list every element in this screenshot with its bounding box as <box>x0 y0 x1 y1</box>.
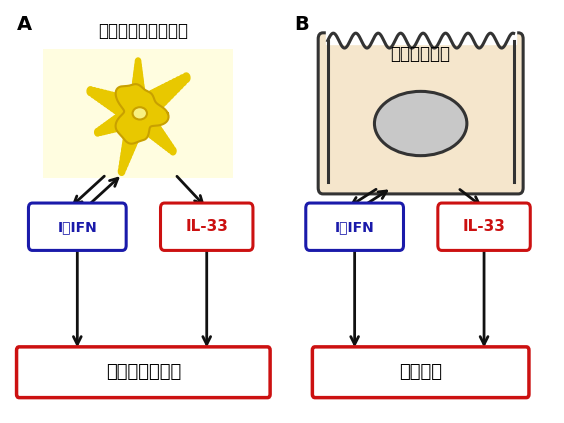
FancyBboxPatch shape <box>161 203 253 250</box>
FancyBboxPatch shape <box>438 203 530 250</box>
Text: 自己免疫性膚炎: 自己免疫性膚炎 <box>105 363 181 381</box>
Text: B: B <box>294 15 309 34</box>
Ellipse shape <box>183 73 190 82</box>
Ellipse shape <box>119 96 138 121</box>
Ellipse shape <box>121 148 131 162</box>
Text: IL-33: IL-33 <box>186 219 228 234</box>
Ellipse shape <box>111 115 124 131</box>
Polygon shape <box>116 84 169 144</box>
Text: A: A <box>16 15 32 34</box>
Ellipse shape <box>143 118 158 137</box>
Ellipse shape <box>167 144 174 153</box>
Ellipse shape <box>149 124 162 141</box>
Ellipse shape <box>162 82 175 99</box>
FancyBboxPatch shape <box>16 347 270 398</box>
Ellipse shape <box>174 77 184 89</box>
Ellipse shape <box>102 91 114 107</box>
Ellipse shape <box>104 92 118 110</box>
Ellipse shape <box>170 147 176 155</box>
Ellipse shape <box>152 127 164 143</box>
Ellipse shape <box>138 111 155 133</box>
Ellipse shape <box>122 138 135 154</box>
Ellipse shape <box>130 91 146 110</box>
Ellipse shape <box>153 86 169 106</box>
Ellipse shape <box>95 129 100 136</box>
Ellipse shape <box>133 73 143 85</box>
Ellipse shape <box>164 140 172 151</box>
Ellipse shape <box>134 67 142 77</box>
Ellipse shape <box>104 121 114 133</box>
Ellipse shape <box>135 58 141 65</box>
Ellipse shape <box>131 88 145 106</box>
Ellipse shape <box>133 107 147 120</box>
FancyBboxPatch shape <box>312 347 529 398</box>
Ellipse shape <box>166 80 178 96</box>
Text: I型IFN: I型IFN <box>58 220 97 234</box>
FancyBboxPatch shape <box>28 203 126 250</box>
Text: 慢性膚炎: 慢性膚炎 <box>399 363 442 381</box>
Ellipse shape <box>110 94 126 114</box>
Ellipse shape <box>134 70 143 81</box>
Text: I型IFN: I型IFN <box>335 220 374 234</box>
Ellipse shape <box>126 114 143 137</box>
Text: 形質細胞様樹状細胞: 形質細胞様樹状細胞 <box>98 22 188 40</box>
Ellipse shape <box>118 167 125 176</box>
Ellipse shape <box>120 153 130 165</box>
Ellipse shape <box>157 84 172 103</box>
Ellipse shape <box>87 87 94 96</box>
Ellipse shape <box>133 79 144 93</box>
Ellipse shape <box>99 125 107 135</box>
Ellipse shape <box>134 64 142 73</box>
Ellipse shape <box>140 114 156 135</box>
Ellipse shape <box>141 92 160 117</box>
Ellipse shape <box>124 129 138 148</box>
Ellipse shape <box>146 121 160 139</box>
Ellipse shape <box>120 107 136 129</box>
Ellipse shape <box>93 88 102 100</box>
Ellipse shape <box>125 119 142 141</box>
Ellipse shape <box>145 90 163 113</box>
Ellipse shape <box>135 61 141 69</box>
Ellipse shape <box>99 91 110 105</box>
FancyBboxPatch shape <box>43 49 233 178</box>
Ellipse shape <box>124 124 140 144</box>
Ellipse shape <box>161 137 170 149</box>
Ellipse shape <box>374 91 467 156</box>
Ellipse shape <box>170 79 181 93</box>
Ellipse shape <box>178 75 187 86</box>
Ellipse shape <box>102 123 111 134</box>
Ellipse shape <box>131 85 145 102</box>
Polygon shape <box>325 19 515 44</box>
Ellipse shape <box>116 96 134 119</box>
Ellipse shape <box>107 93 122 112</box>
Ellipse shape <box>158 134 168 147</box>
Ellipse shape <box>96 89 106 103</box>
Ellipse shape <box>155 131 166 145</box>
Ellipse shape <box>122 143 133 158</box>
Ellipse shape <box>108 117 120 132</box>
Ellipse shape <box>118 109 133 129</box>
Ellipse shape <box>97 126 104 135</box>
Ellipse shape <box>113 95 130 116</box>
Text: 膚臓腕房細胞: 膚臓腕房細胞 <box>391 45 451 63</box>
Text: IL-33: IL-33 <box>462 219 505 234</box>
Ellipse shape <box>106 119 117 132</box>
FancyBboxPatch shape <box>306 203 403 250</box>
Ellipse shape <box>90 88 98 98</box>
Ellipse shape <box>119 162 126 172</box>
Ellipse shape <box>113 113 127 131</box>
Ellipse shape <box>149 88 166 110</box>
Ellipse shape <box>116 111 130 130</box>
Ellipse shape <box>132 82 144 98</box>
Ellipse shape <box>136 93 157 120</box>
Ellipse shape <box>123 134 136 151</box>
Ellipse shape <box>133 76 143 89</box>
Ellipse shape <box>120 157 128 168</box>
FancyBboxPatch shape <box>318 33 523 194</box>
